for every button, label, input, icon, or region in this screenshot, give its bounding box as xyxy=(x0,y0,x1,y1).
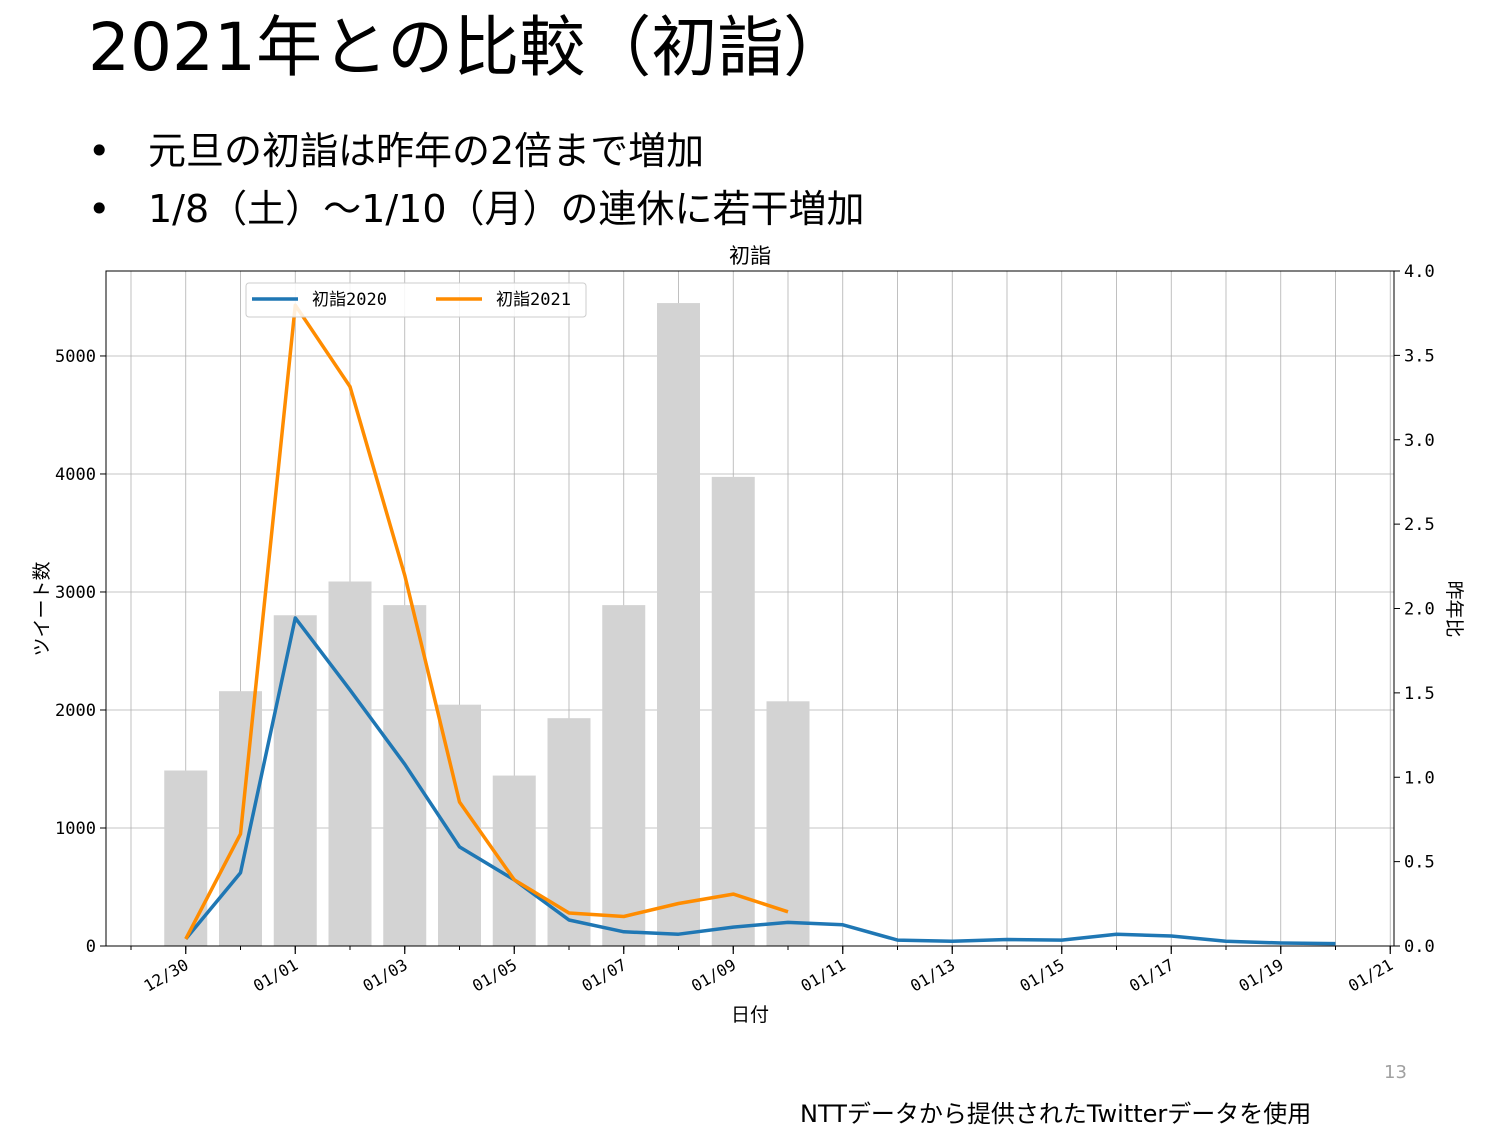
y2-tick-label: 0.5 xyxy=(1404,853,1435,873)
y2-tick-label: 1.5 xyxy=(1404,684,1435,704)
y-axis-label: ツイート数 xyxy=(31,561,53,656)
y-tick-label: 5000 xyxy=(55,347,96,367)
bar-series xyxy=(164,303,810,946)
ratio-bar xyxy=(164,770,208,946)
bullet-item: • 元旦の初詣は昨年の2倍まで増加 xyxy=(88,122,865,180)
bullet-dot: • xyxy=(88,129,111,173)
x-tick-label: 01/11 xyxy=(798,955,849,996)
x-axis-label: 日付 xyxy=(731,1004,769,1026)
y-tick-label: 3000 xyxy=(55,583,96,603)
x-tick-label: 01/07 xyxy=(579,955,630,996)
bullet-item: • 1/8（土）～1/10（月）の連休に若干増加 xyxy=(88,180,865,238)
y2-tick-label: 2.5 xyxy=(1404,515,1435,535)
y-tick-label: 0 xyxy=(86,937,96,957)
y2-tick-label: 3.5 xyxy=(1404,346,1435,366)
x-tick-label: 01/05 xyxy=(469,955,520,996)
ratio-bar xyxy=(273,615,317,946)
x-tick-label: 01/03 xyxy=(360,955,411,996)
page-number: 13 xyxy=(1384,1062,1407,1083)
data-credit: NTTデータから提供されたTwitterデータを使用 xyxy=(800,1100,1312,1128)
series-line-2020 xyxy=(184,616,1336,946)
line-series xyxy=(184,303,1336,946)
legend: 初詣2020 初詣2021 xyxy=(245,282,587,318)
ratio-bar xyxy=(657,303,700,946)
y-tick-label: 2000 xyxy=(55,701,96,721)
series-line-2021 xyxy=(184,303,789,940)
x-tick-label: 01/21 xyxy=(1345,955,1396,996)
ratio-bar xyxy=(383,605,427,946)
bullet-list: • 元旦の初詣は昨年の2倍まで増加 • 1/8（土）～1/10（月）の連休に若干… xyxy=(88,122,865,238)
y2-tick-label: 0.0 xyxy=(1404,937,1435,957)
x-tick-label: 01/15 xyxy=(1017,955,1068,996)
legend-box xyxy=(245,282,587,318)
x-tick-label: 01/17 xyxy=(1126,955,1177,996)
chart-title: 初詣 xyxy=(729,244,771,268)
ratio-bar xyxy=(602,605,646,946)
legend-label-2020: 初詣2020 xyxy=(312,290,387,310)
x-tick-label: 01/01 xyxy=(250,955,301,996)
x-tick-label: 01/13 xyxy=(907,955,958,996)
ratio-bar xyxy=(766,701,810,946)
ratio-bar xyxy=(328,581,372,946)
y-tick-label: 4000 xyxy=(55,465,96,485)
ratio-bar xyxy=(711,476,755,946)
y2-tick-label: 4.0 xyxy=(1404,262,1435,282)
bullet-text: 元旦の初詣は昨年の2倍まで増加 xyxy=(148,129,705,173)
slide-title: 2021年との比較（初詣） xyxy=(88,9,850,86)
y2-tick-label: 1.0 xyxy=(1404,768,1435,788)
x-tick-label: 01/09 xyxy=(688,955,739,996)
y2-tick-label: 2.0 xyxy=(1404,600,1435,620)
x-tick-label: 12/30 xyxy=(141,955,192,996)
legend-label-2021: 初詣2021 xyxy=(496,290,571,310)
y2-axis-label: 昨年比 xyxy=(1443,580,1465,637)
y2-tick-label: 3.0 xyxy=(1404,431,1435,451)
y-tick-label: 1000 xyxy=(55,819,96,839)
bullet-text: 1/8（土）～1/10（月）の連休に若干増加 xyxy=(148,187,865,231)
bullet-dot: • xyxy=(88,187,111,231)
chart: 0 1000 2000 3000 4000 5000 0.0 0.5 1.0 1.5 2.0 2.5 3… xyxy=(31,244,1465,1026)
x-tick-label: 01/19 xyxy=(1236,955,1287,996)
